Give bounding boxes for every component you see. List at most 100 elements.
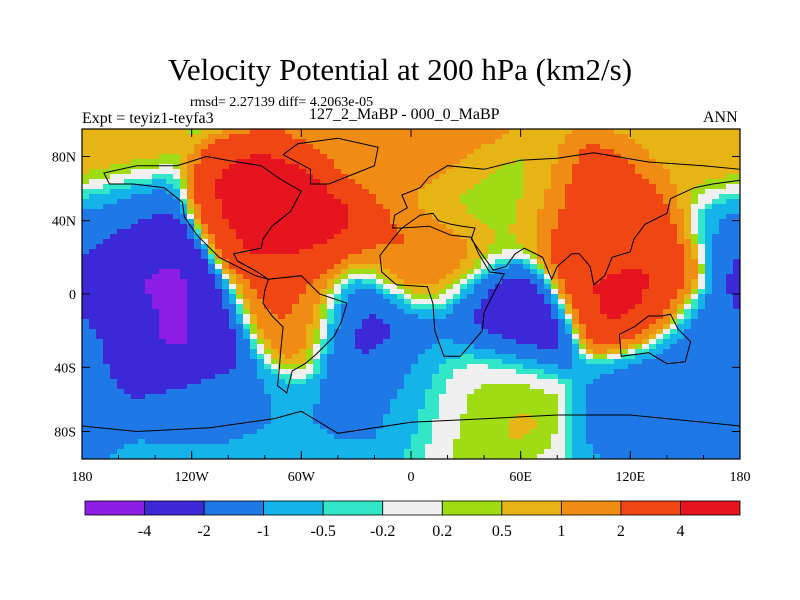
field-cell xyxy=(82,394,90,400)
field-cell xyxy=(404,379,412,385)
field-cell xyxy=(82,224,90,230)
field-cell xyxy=(82,249,90,255)
field-cell xyxy=(572,344,580,350)
field-cell xyxy=(530,194,538,200)
field-cell xyxy=(215,324,223,330)
field-cell xyxy=(684,279,692,285)
field-cell xyxy=(642,274,650,280)
field-cell xyxy=(642,184,650,190)
field-cell xyxy=(383,194,391,200)
field-cell xyxy=(145,334,153,340)
field-cell xyxy=(292,314,300,320)
field-cell xyxy=(292,369,300,375)
field-cell xyxy=(138,249,146,255)
field-cell xyxy=(236,354,244,360)
field-cell xyxy=(579,349,587,355)
field-cell xyxy=(572,369,580,375)
field-cell xyxy=(530,234,538,240)
field-cell xyxy=(166,314,174,320)
field-cell xyxy=(278,159,286,165)
field-cell xyxy=(488,259,496,265)
field-cell xyxy=(586,149,594,155)
field-cell xyxy=(82,229,90,235)
field-cell xyxy=(152,219,160,225)
field-cell xyxy=(516,214,524,220)
field-cell xyxy=(614,199,622,205)
field-cell xyxy=(208,154,216,160)
field-cell xyxy=(243,294,251,300)
field-cell xyxy=(320,234,328,240)
field-cell xyxy=(390,284,398,290)
field-cell xyxy=(544,364,552,370)
field-cell xyxy=(201,209,209,215)
field-cell xyxy=(341,134,349,140)
field-cell xyxy=(82,214,90,220)
field-cell xyxy=(250,359,258,365)
field-cell xyxy=(656,174,664,180)
field-cell xyxy=(271,154,279,160)
field-cell xyxy=(425,234,433,240)
field-cell xyxy=(250,179,258,185)
field-cell xyxy=(509,364,517,370)
field-cell xyxy=(215,274,223,280)
field-cell xyxy=(523,169,531,175)
field-cell xyxy=(705,314,713,320)
field-cell xyxy=(271,204,279,210)
field-cell xyxy=(509,329,517,335)
field-cell xyxy=(432,289,440,295)
field-cell xyxy=(544,369,552,375)
field-cell xyxy=(460,379,468,385)
field-cell xyxy=(404,314,412,320)
field-cell xyxy=(82,159,90,165)
field-cell xyxy=(537,239,545,245)
field-cell xyxy=(495,159,503,165)
field-cell xyxy=(656,219,664,225)
field-cell xyxy=(194,144,202,150)
field-cell xyxy=(467,239,475,245)
field-cell xyxy=(467,244,475,250)
field-cell xyxy=(726,139,734,145)
field-cell xyxy=(474,309,482,315)
field-cell xyxy=(719,169,727,175)
field-cell xyxy=(411,304,419,310)
field-cell xyxy=(607,389,615,395)
field-cell xyxy=(579,269,587,275)
field-cell xyxy=(551,304,559,310)
field-cell xyxy=(481,364,489,370)
field-cell xyxy=(117,324,125,330)
field-cell xyxy=(306,359,314,365)
field-cell xyxy=(194,199,202,205)
field-cell xyxy=(194,359,202,365)
field-cell xyxy=(292,319,300,325)
field-cell xyxy=(467,329,475,335)
field-cell xyxy=(243,264,251,270)
field-cell xyxy=(243,324,251,330)
field-cell xyxy=(243,354,251,360)
field-cell xyxy=(362,159,370,165)
field-cell xyxy=(341,214,349,220)
field-cell xyxy=(222,314,230,320)
field-cell xyxy=(201,149,209,155)
field-cell xyxy=(551,164,559,170)
field-cell xyxy=(670,289,678,295)
field-cell xyxy=(579,159,587,165)
field-cell xyxy=(579,189,587,195)
field-cell xyxy=(145,274,153,280)
field-cell xyxy=(173,369,181,375)
field-cell xyxy=(642,229,650,235)
field-cell xyxy=(355,339,363,345)
field-cell xyxy=(348,264,356,270)
field-cell xyxy=(96,184,104,190)
field-cell xyxy=(271,309,279,315)
field-cell xyxy=(642,259,650,265)
field-cell xyxy=(565,344,573,350)
field-cell xyxy=(502,289,510,295)
field-cell xyxy=(537,309,545,315)
field-cell xyxy=(670,174,678,180)
field-cell xyxy=(243,139,251,145)
field-cell xyxy=(460,154,468,160)
field-cell xyxy=(348,374,356,380)
field-cell xyxy=(439,284,447,290)
field-cell xyxy=(292,264,300,270)
field-cell xyxy=(488,309,496,315)
